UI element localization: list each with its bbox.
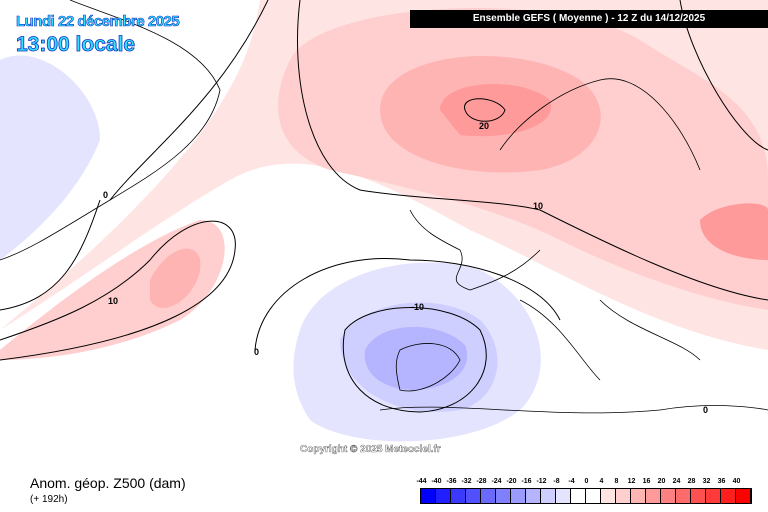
legend-label: 8 <box>614 478 619 485</box>
legend-swatch <box>721 489 736 503</box>
legend-swatch <box>631 489 646 503</box>
legend-swatch <box>616 489 631 503</box>
legend-labels: -44 -40 -36 -32 -28 -24 -20 -16 -12 -8 -4 0 4 8 12 16 20… <box>414 478 744 485</box>
contour-label-20: 20 <box>479 121 489 131</box>
legend-label: -4 <box>568 478 575 485</box>
legend-label: -40 <box>431 478 442 485</box>
legend-swatch <box>571 489 586 503</box>
legend-label: 0 <box>584 478 589 485</box>
forecast-date: Lundi 22 décembre 2025 <box>16 13 180 31</box>
legend-label: -44 <box>416 478 427 485</box>
legend-label: 16 <box>642 478 651 485</box>
legend-label: -36 <box>446 478 457 485</box>
legend-label: -20 <box>506 478 517 485</box>
contour-lines <box>0 0 768 413</box>
legend-swatch <box>691 489 706 503</box>
legend-swatch <box>421 489 436 503</box>
legend-label: -28 <box>476 478 487 485</box>
negative-anomaly-fields <box>0 55 541 442</box>
legend-label: 36 <box>717 478 726 485</box>
contour-label-minus10: -10 <box>411 302 424 312</box>
legend-label: 28 <box>687 478 696 485</box>
legend-swatch <box>511 489 526 503</box>
legend-swatch <box>676 489 691 503</box>
legend-swatch <box>526 489 541 503</box>
legend-swatch <box>466 489 481 503</box>
legend-swatch <box>736 489 751 503</box>
map-title: Anom. géop. Z500 (dam) <box>30 475 186 491</box>
contour-label-10-atlantic: 10 <box>108 296 118 306</box>
anomaly-map: 20 10 10 0 0 0 -10 <box>0 0 768 442</box>
contour-label-10-europe: 10 <box>533 201 543 211</box>
positive-anomaly-fields <box>0 0 768 360</box>
legend-swatch <box>661 489 676 503</box>
legend-label: 12 <box>627 478 636 485</box>
legend-label: 32 <box>702 478 711 485</box>
legend-label: -32 <box>461 478 472 485</box>
legend-swatch <box>481 489 496 503</box>
legend-label: -8 <box>553 478 560 485</box>
run-info-banner: Ensemble GEFS ( Moyenne ) - 12 Z du 14/1… <box>410 10 768 28</box>
forecast-time: 13:00 locale <box>16 33 136 57</box>
legend-swatch <box>646 489 661 503</box>
legend-swatch <box>436 489 451 503</box>
legend-label: 4 <box>599 478 604 485</box>
legend-swatch <box>586 489 601 503</box>
legend-swatch <box>601 489 616 503</box>
contour-label-0-greenland: 0 <box>103 190 108 200</box>
coastlines <box>0 0 768 414</box>
legend-swatch <box>451 489 466 503</box>
forecast-lead: (+ 192h) <box>30 494 68 505</box>
legend-label: -24 <box>491 478 502 485</box>
contour-label-0-east: 0 <box>703 405 708 415</box>
legend-swatch <box>706 489 721 503</box>
legend-swatch <box>496 489 511 503</box>
legend-label: -12 <box>536 478 547 485</box>
contour-label-0-atlantic: 0 <box>254 347 259 357</box>
copyright: Copyright © 2025 Meteociel.fr <box>300 444 441 455</box>
legend-label: -16 <box>521 478 532 485</box>
legend-swatch <box>541 489 556 503</box>
legend-label: 20 <box>657 478 666 485</box>
legend-label: 40 <box>732 478 741 485</box>
legend-swatch <box>556 489 571 503</box>
color-legend <box>420 488 752 504</box>
legend-label: 24 <box>672 478 681 485</box>
